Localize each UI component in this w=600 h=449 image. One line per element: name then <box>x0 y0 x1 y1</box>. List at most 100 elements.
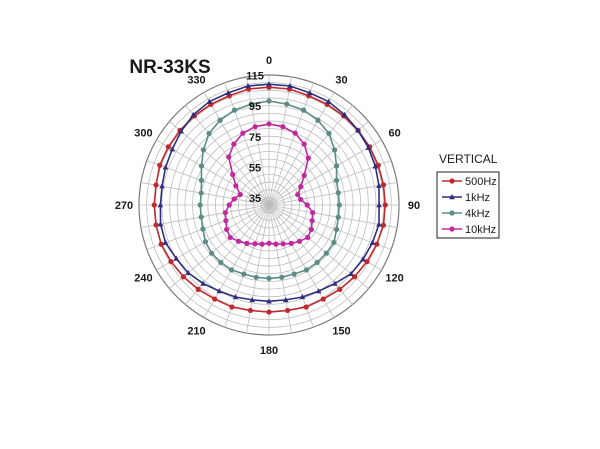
data-point <box>382 202 388 208</box>
data-point <box>335 214 341 220</box>
data-point <box>315 288 322 294</box>
data-point <box>222 210 228 216</box>
angle-label: 90 <box>408 200 420 212</box>
data-point <box>198 190 204 196</box>
grid-spoke <box>203 92 270 206</box>
angle-label: 120 <box>385 273 403 285</box>
data-point <box>331 239 337 246</box>
grid-spoke <box>246 76 270 206</box>
angle-label: 150 <box>332 326 350 338</box>
series-10kHz <box>222 121 316 247</box>
data-point <box>229 304 235 310</box>
data-point <box>198 177 205 184</box>
data-point <box>279 274 285 280</box>
data-point <box>241 271 247 277</box>
legend-marker <box>449 226 455 232</box>
data-point <box>266 240 272 246</box>
data-point <box>233 183 239 189</box>
data-point <box>226 202 232 208</box>
legend-item-10kHz: 10kHz <box>442 224 496 236</box>
data-point <box>231 196 237 202</box>
data-point <box>364 258 370 265</box>
data-point <box>296 238 303 244</box>
data-point <box>380 222 387 228</box>
legend-label: 1kHz <box>465 192 490 204</box>
data-point <box>266 298 272 304</box>
data-point <box>372 163 379 169</box>
data-point <box>303 267 310 273</box>
data-point <box>244 240 250 247</box>
data-point <box>305 234 311 241</box>
data-point <box>304 202 310 208</box>
data-point <box>310 210 316 216</box>
data-point <box>332 147 338 153</box>
grid-spoke <box>140 204 270 228</box>
data-point <box>292 130 298 136</box>
data-point <box>280 241 286 247</box>
data-point <box>336 202 342 208</box>
data-point <box>315 117 321 123</box>
grid-spoke <box>268 76 292 206</box>
data-point <box>157 202 164 208</box>
data-point <box>227 234 233 241</box>
angle-label: 270 <box>115 200 133 212</box>
data-point <box>230 171 236 178</box>
data-point <box>376 182 382 188</box>
data-point <box>299 293 306 300</box>
data-point <box>228 267 235 273</box>
data-point <box>266 309 272 315</box>
legend-label: 4kHz <box>465 208 490 220</box>
polar-grid <box>138 74 400 336</box>
data-point <box>365 144 372 150</box>
legend-title: VERTICAL <box>439 152 498 166</box>
radial-tick-label: 55 <box>249 162 261 174</box>
data-point <box>320 296 326 302</box>
data-point <box>288 240 294 247</box>
angle-label: 30 <box>335 74 347 86</box>
data-point <box>273 241 279 247</box>
data-point <box>178 128 184 134</box>
data-point <box>216 288 223 294</box>
data-point <box>305 155 311 161</box>
angle-labels: 0 30 60 90 120 150 180 210 240 270 300 330 <box>115 55 420 357</box>
legend-label: 10kHz <box>465 224 496 236</box>
data-point <box>335 190 341 196</box>
data-point <box>197 202 203 208</box>
grid-spoke <box>156 139 270 206</box>
angle-label: 60 <box>388 128 400 140</box>
data-point <box>325 98 332 104</box>
data-point <box>162 164 169 170</box>
data-point <box>200 226 206 232</box>
data-point <box>226 154 232 160</box>
data-point <box>185 269 191 276</box>
data-point <box>217 117 223 123</box>
data-point <box>298 196 304 203</box>
data-point <box>308 226 314 233</box>
data-point <box>348 270 354 277</box>
data-point <box>374 241 380 247</box>
data-point <box>284 307 291 314</box>
data-point <box>200 147 206 153</box>
radial-tick-label: 75 <box>249 132 261 144</box>
angle-label: 180 <box>260 345 278 357</box>
data-point <box>158 241 164 247</box>
grid-spoke <box>268 82 314 206</box>
grid-spoke <box>268 139 382 206</box>
data-point <box>225 89 231 96</box>
data-point <box>237 191 243 198</box>
data-point <box>355 127 361 133</box>
data-point <box>151 202 157 208</box>
data-point <box>224 226 230 233</box>
data-point <box>259 241 265 247</box>
legend-item-1kHz: 1kHz <box>442 192 490 204</box>
data-point <box>314 259 320 266</box>
data-point <box>168 258 174 265</box>
grid-spoke <box>268 92 335 206</box>
legend-item-4kHz: 4kHz <box>442 208 490 220</box>
data-point <box>231 107 238 113</box>
data-point <box>266 81 272 87</box>
data-point <box>247 307 254 314</box>
legend-marker <box>449 210 455 216</box>
data-point <box>266 121 272 127</box>
data-point <box>298 184 304 190</box>
